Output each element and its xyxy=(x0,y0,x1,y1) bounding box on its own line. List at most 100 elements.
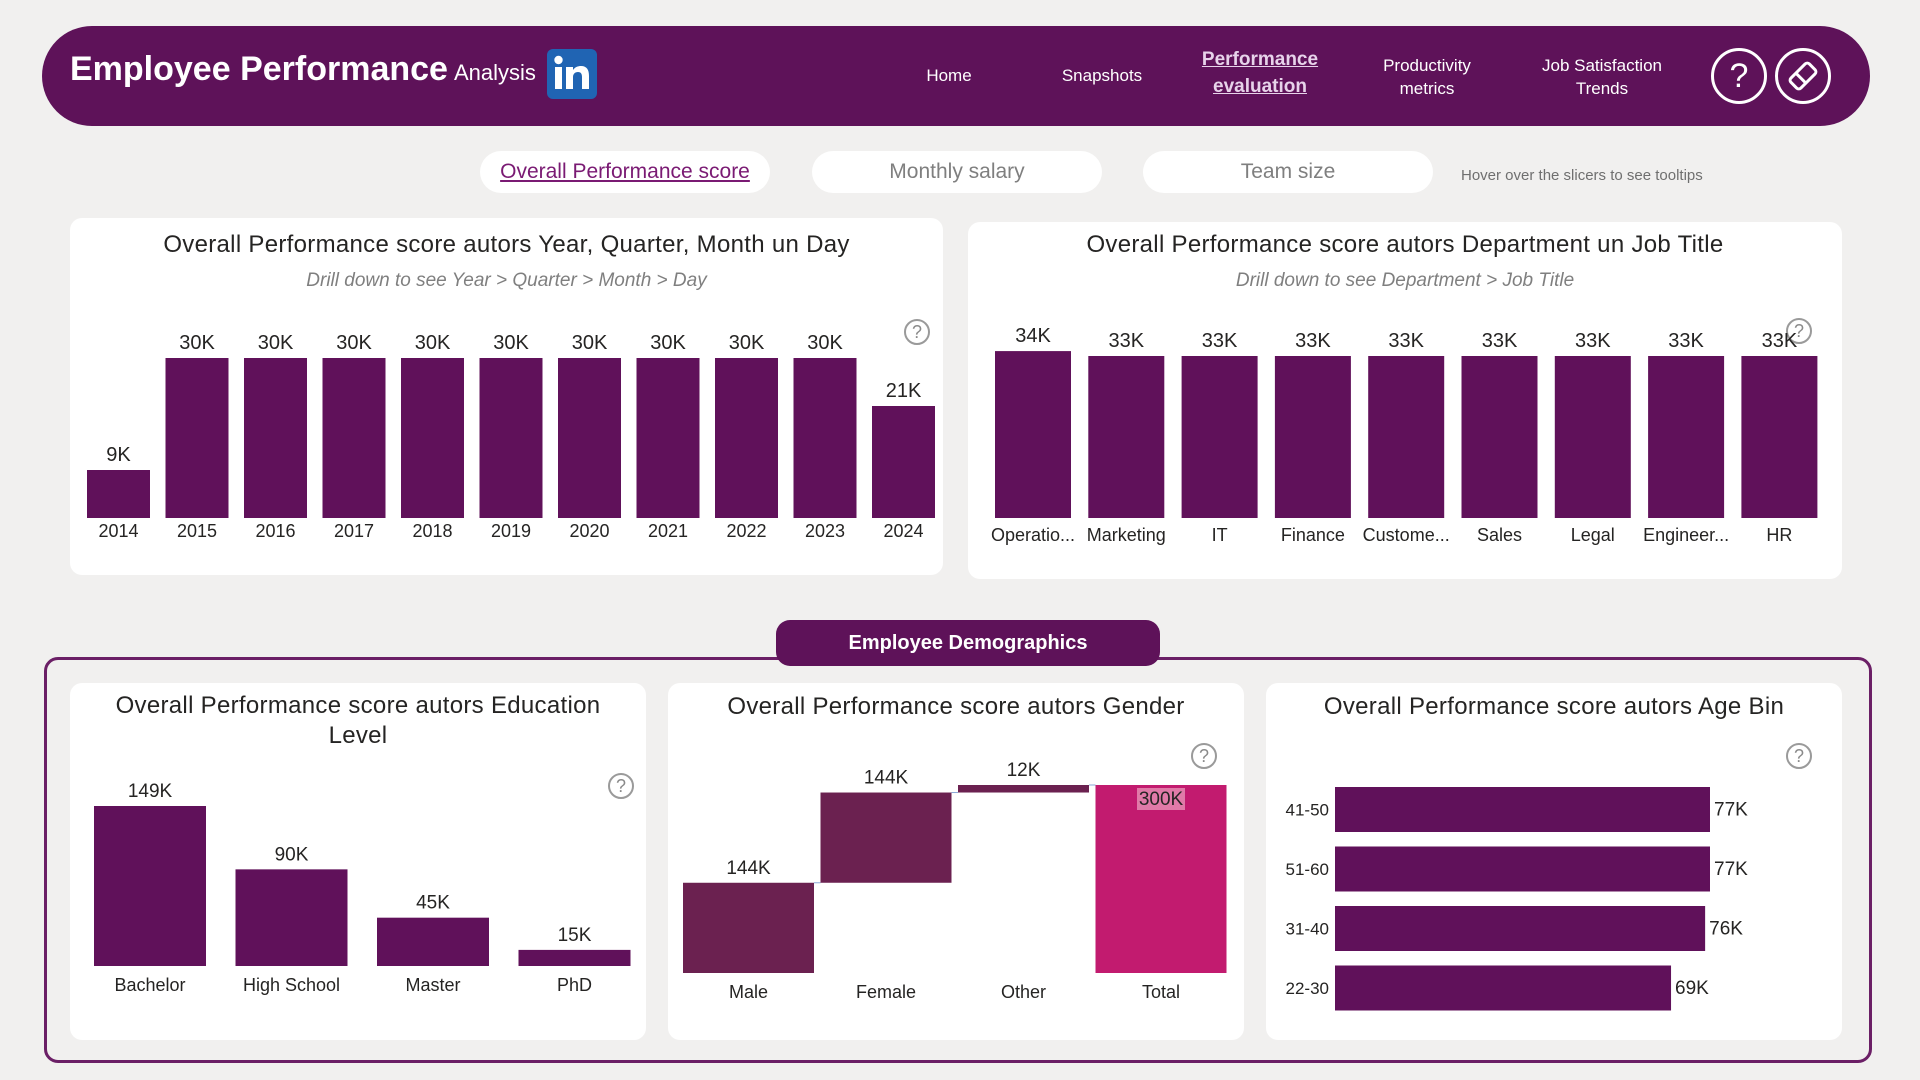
education-chart: 149K Bachelor 90K High School 45K Master 15K Ph… xyxy=(94,781,631,995)
year-category-label: 2015 xyxy=(177,521,217,541)
education-data-label: 149K xyxy=(128,781,173,802)
app-title-light: Analysis xyxy=(453,60,536,85)
year-category-label: 2018 xyxy=(412,521,452,541)
department-data-label: 33K xyxy=(1668,330,1704,352)
age-bar xyxy=(1335,846,1710,892)
year-chart-help-icon[interactable]: ? xyxy=(904,319,930,345)
year-category-label: 2017 xyxy=(334,521,374,541)
year-category-label: 2024 xyxy=(883,521,923,541)
gender-chart-card: Overall Performance score autors Gender … xyxy=(668,683,1244,1040)
department-category-label: Legal xyxy=(1571,525,1615,545)
gender-chart-title: Overall Performance score autors Gender xyxy=(727,693,1185,720)
education-data-label: 15K xyxy=(558,925,592,946)
education-chart-help-icon[interactable]: ? xyxy=(608,773,634,799)
year-bar xyxy=(479,358,543,518)
year-data-label: 30K xyxy=(336,332,372,354)
education-chart-title: Overall Performance score autors Educati… xyxy=(70,691,646,751)
nav-job-satisfaction-line2: Trends xyxy=(1575,79,1629,98)
age-category-label: 41-50 xyxy=(1286,801,1329,820)
year-bar xyxy=(322,358,386,518)
department-data-label: 33K xyxy=(1109,330,1145,352)
year-category-label: 2021 xyxy=(648,521,688,541)
year-bar xyxy=(244,358,307,518)
year-category-label: 2023 xyxy=(805,521,845,541)
age-data-label: 69K xyxy=(1675,978,1709,999)
year-category-label: 2016 xyxy=(255,521,295,541)
age-category-label: 51-60 xyxy=(1286,860,1329,879)
department-chart-help-icon[interactable]: ? xyxy=(1786,318,1812,344)
demographics-label: Employee Demographics xyxy=(776,620,1160,666)
age-chart-help-icon[interactable]: ? xyxy=(1786,743,1812,769)
department-bar xyxy=(1554,356,1631,518)
nav-performance-evaluation-line1: Performance xyxy=(1201,49,1319,70)
age-chart: 41-50 77K 51-60 77K 31-40 76K 22-30 69K xyxy=(1286,787,1748,1011)
slicer-monthly-salary[interactable]: Monthly salary xyxy=(812,151,1102,193)
department-bar xyxy=(1461,356,1538,518)
year-bar xyxy=(558,358,621,518)
nav-snapshots[interactable]: Snapshots xyxy=(1061,66,1143,85)
gender-category-label: Total xyxy=(1142,982,1180,1002)
age-chart-card: Overall Performance score autors Age Bin… xyxy=(1266,683,1842,1040)
year-bar xyxy=(715,358,778,518)
department-category-label: Custome... xyxy=(1363,525,1450,545)
year-data-label: 30K xyxy=(493,332,529,354)
education-chart-title-line2: Level xyxy=(328,722,388,749)
department-bar xyxy=(1741,356,1818,518)
age-bar xyxy=(1335,965,1672,1011)
department-category-label: HR xyxy=(1766,525,1792,545)
linkedin-icon[interactable] xyxy=(547,49,597,99)
gender-chart: 144K Male 144K Female 12K Other 300K Total xyxy=(683,760,1227,1002)
department-category-label: IT xyxy=(1212,525,1228,545)
gender-bar xyxy=(1095,785,1227,973)
education-category-label: Master xyxy=(405,975,460,995)
year-bar xyxy=(165,358,229,518)
education-chart-card: Overall Performance score autors Educati… xyxy=(70,683,646,1040)
department-data-label: 34K xyxy=(1015,325,1051,347)
year-bar xyxy=(872,406,935,518)
year-data-label: 30K xyxy=(729,332,765,354)
education-data-label: 90K xyxy=(275,844,309,865)
department-chart-subtitle: Drill down to see Department > Job Title xyxy=(1235,270,1575,291)
app-title-bold: Employee Performance xyxy=(70,50,448,88)
nav-performance-evaluation[interactable]: Performance evaluation xyxy=(1190,48,1330,98)
year-data-label: 30K xyxy=(179,332,215,354)
slicer-team-size[interactable]: Team size xyxy=(1143,151,1433,193)
year-category-label: 2019 xyxy=(491,521,531,541)
year-data-label: 30K xyxy=(258,332,294,354)
clear-filters-button[interactable] xyxy=(1775,48,1831,104)
age-chart-title: Overall Performance score autors Age Bin xyxy=(1323,693,1785,720)
year-data-label: 30K xyxy=(415,332,451,354)
app-title: Employee Performance Analysis xyxy=(70,50,536,89)
gender-category-label: Other xyxy=(1001,982,1046,1002)
nav-home[interactable]: Home xyxy=(926,66,972,85)
department-chart-title: Overall Performance score autors Departm… xyxy=(1086,231,1724,258)
department-chart-card: Overall Performance score autors Departm… xyxy=(968,222,1842,579)
year-chart: 9K 2014 30K 2015 30K 2016 30K 2017 30K 2018 30K 201… xyxy=(87,332,935,541)
department-category-label: Engineer... xyxy=(1643,525,1729,545)
nav-job-satisfaction-trends[interactable]: Job Satisfaction Trends xyxy=(1522,54,1682,100)
slicer-hint: Hover over the slicers to see tooltips xyxy=(1461,167,1703,184)
gender-bar xyxy=(683,882,814,973)
help-button[interactable]: ? xyxy=(1711,48,1767,104)
department-bar xyxy=(995,351,1071,518)
gender-data-label: 144K xyxy=(726,858,771,879)
education-bar xyxy=(377,917,489,966)
department-bar xyxy=(1274,356,1351,518)
age-category-label: 22-30 xyxy=(1286,979,1329,998)
nav-productivity-metrics[interactable]: Productivity metrics xyxy=(1357,54,1497,100)
eraser-icon xyxy=(1788,61,1818,91)
nav-performance-evaluation-line2: evaluation xyxy=(1213,76,1307,97)
year-data-label: 21K xyxy=(886,380,922,402)
year-category-label: 2014 xyxy=(98,521,138,541)
gender-bar xyxy=(820,792,952,883)
slicer-overall-performance-score[interactable]: Overall Performance score xyxy=(480,151,770,193)
department-data-label: 33K xyxy=(1575,330,1611,352)
education-category-label: High School xyxy=(243,975,340,995)
education-data-label: 45K xyxy=(416,893,450,914)
gender-chart-help-icon[interactable]: ? xyxy=(1191,743,1217,769)
year-bar xyxy=(636,358,700,518)
year-chart-card: Overall Performance score autors Year, Q… xyxy=(70,218,943,575)
year-category-label: 2020 xyxy=(569,521,609,541)
department-bar xyxy=(1648,356,1725,518)
header-bar: Employee Performance Analysis Home Snapsh… xyxy=(42,26,1870,126)
